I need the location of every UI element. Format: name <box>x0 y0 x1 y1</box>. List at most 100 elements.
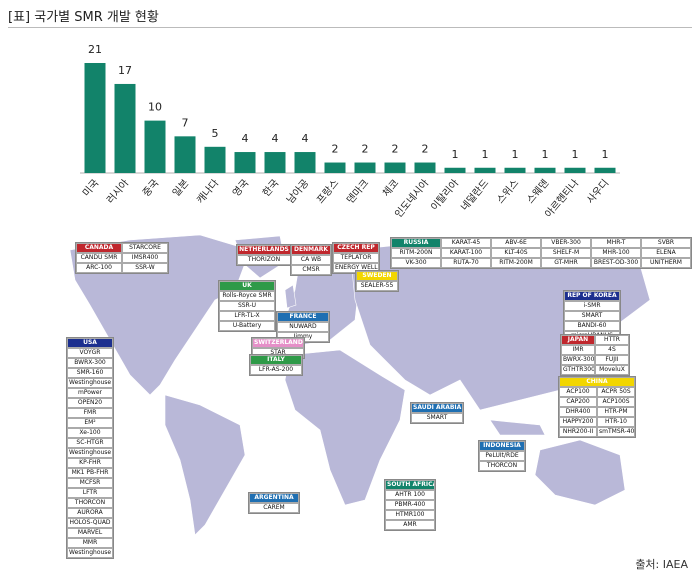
country-group: UK Rolls-Royce SMR SSR-U LFR-TL-X U-Battery <box>218 280 276 332</box>
smr-model: U-Battery <box>219 321 275 331</box>
smr-model: 4S <box>595 345 629 355</box>
x-tick-label: 중국 <box>140 177 161 199</box>
smr-model: KARAT-100 <box>441 248 491 258</box>
country-group: CZECH REP TEPLATOR ENERGY WELL <box>332 242 380 274</box>
smr-model: CA WB <box>291 255 331 265</box>
smr-model: SSR-U <box>219 301 275 311</box>
country-name: UK <box>219 281 275 291</box>
bar <box>564 167 586 173</box>
smr-model: smTMSR-400 <box>597 427 635 437</box>
smr-model: Rolls-Royce SMR <box>219 291 275 301</box>
smr-model: MMR <box>67 538 113 548</box>
bar <box>174 136 196 173</box>
x-tick-label: 러시아 <box>104 177 131 206</box>
smr-model: MoveluX <box>595 365 629 375</box>
country-group: SAUDI ARABIA SMART <box>410 402 464 424</box>
smr-model: NUWARD <box>277 322 329 332</box>
smr-model: GT-MHR <box>541 258 591 268</box>
smr-model: HTR-10 <box>597 417 635 427</box>
smr-model: BANDI-60 <box>564 321 620 331</box>
smr-model: SMART <box>411 413 463 423</box>
smr-model: AHTR 100 <box>385 490 435 500</box>
bar <box>504 167 526 173</box>
smr-model: RITM-200M <box>491 258 541 268</box>
smr-model: LFTR <box>67 488 113 498</box>
country-group: ARGENTINA CAREM <box>248 492 300 514</box>
country-name: USA <box>67 338 113 348</box>
country-group: RUSSIA KARAT-45 ABV-6E VBER-300 MHR-T SVBR RIT… <box>390 237 692 269</box>
smr-model: ACP100 <box>559 387 597 397</box>
smr-model: SMR-160 <box>67 368 113 378</box>
country-name: CHINA <box>559 377 635 387</box>
country-group: NETHERLANDS THORIZON <box>236 244 292 266</box>
smr-model: RUTA-70 <box>441 258 491 268</box>
bar <box>384 162 406 173</box>
data-label: 2 <box>332 143 339 156</box>
x-tick-label: 덴마크 <box>344 177 371 206</box>
smr-model: BWRX-300 <box>561 355 595 365</box>
smr-model: Westinghouse eVinci <box>67 548 113 558</box>
smr-model: CANDU SMR <box>76 253 122 263</box>
data-label: 4 <box>272 132 279 145</box>
bar <box>264 152 286 173</box>
country-group: INDONESIA PeLUIt/RDE THORCON <box>478 440 526 472</box>
page-title: [표] 국가별 SMR 개발 현황 <box>8 10 159 25</box>
bar-chart: 21미국17러시아10중국7일본5캐나다4영국4한국4남아공2프랑스2덴마크2체… <box>80 43 620 220</box>
country-name: SOUTH AFRICA <box>385 480 435 490</box>
smr-model: ACP100S <box>597 397 635 407</box>
smr-model: ELENA <box>641 248 691 258</box>
x-tick-label: 이탈리아 <box>428 177 462 214</box>
smr-model: MK1 PB-FHR <box>67 468 113 478</box>
country-group: SWITZERLAND STAR <box>251 337 305 359</box>
x-tick-label: 남아공 <box>284 177 311 206</box>
country-name: ARGENTINA <box>249 493 299 503</box>
country-name: SWEDEN <box>356 271 398 281</box>
bar <box>414 162 436 173</box>
smr-model: THORIZON <box>237 255 291 265</box>
bar <box>444 167 466 173</box>
country-name: CANADA <box>76 243 122 253</box>
x-tick-label: 캐나다 <box>194 177 221 206</box>
country-group: JAPAN HTTR IMR 4S BWRX-300 FUJII GTHTR300 Movel… <box>560 334 630 376</box>
smr-model: Westinghouse LFR <box>67 448 113 458</box>
smr-model: FUJII <box>595 355 629 365</box>
data-label: 17 <box>118 64 132 77</box>
bar <box>324 162 346 173</box>
smr-model: HTMR100 <box>385 510 435 520</box>
smr-model: mPower <box>67 388 113 398</box>
smr-model: KLT-40S <box>491 248 541 258</box>
smr-model: TEPLATOR <box>333 253 379 263</box>
smr-model: BREST-OD-300 <box>591 258 641 268</box>
smr-model: SHELF-M <box>541 248 591 258</box>
country-name: SWITZERLAND <box>252 338 304 348</box>
smr-model: Xe-100 <box>67 428 113 438</box>
data-label: 1 <box>602 148 609 161</box>
smr-model: AURORA <box>67 508 113 518</box>
data-label: 7 <box>182 116 189 129</box>
data-label: 2 <box>422 143 429 156</box>
smr-model: EM² <box>67 418 113 428</box>
data-label: 1 <box>542 148 549 161</box>
smr-model: UNITHERM <box>641 258 691 268</box>
smr-model: IMR <box>561 345 595 355</box>
x-tick-label: 스웨덴 <box>524 177 551 206</box>
smr-model: CAP200 <box>559 397 597 407</box>
smr-model: LFR-TL-X <box>219 311 275 321</box>
smr-model: SVBR <box>641 238 691 248</box>
smr-model: HTR-PM <box>597 407 635 417</box>
smr-model: MARVEL <box>67 528 113 538</box>
source-note: 출처: IAEA <box>635 558 688 571</box>
data-label: 4 <box>242 132 249 145</box>
smr-model: AMR <box>385 520 435 530</box>
x-tick-label: 스위스 <box>494 177 522 207</box>
country-group: SOUTH AFRICA AHTR 100 PBMR-400 HTMR100 AMR <box>384 479 436 531</box>
bar <box>534 167 556 173</box>
smr-model: HOLOS-QUAD <box>67 518 113 528</box>
data-label: 1 <box>512 148 519 161</box>
x-tick-label: 미국 <box>80 177 101 199</box>
smr-model: HTTR <box>595 335 629 345</box>
smr-model: PBMR-400 <box>385 500 435 510</box>
bar <box>354 162 376 173</box>
data-label: 2 <box>362 143 369 156</box>
